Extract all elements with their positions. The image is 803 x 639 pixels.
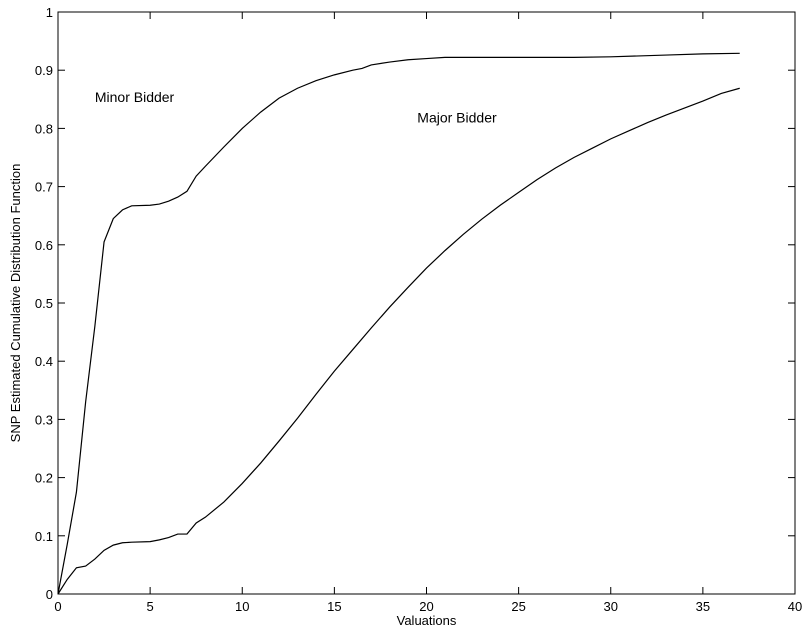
x-tick-label: 10 [235,599,249,614]
series-lines [57,52,740,595]
x-tick-label: 0 [54,599,61,614]
x-tick-label: 30 [604,599,618,614]
y-tick-label: 0.4 [35,354,53,369]
y-tick-label: 0.9 [35,63,53,78]
x-tick-label: 35 [696,599,710,614]
x-tick-label: 20 [419,599,433,614]
x-tick-label: 15 [327,599,341,614]
y-tick-label: 0 [46,587,53,602]
annotations: Minor Bidder Major Bidder [95,89,497,125]
x-tick-label: 5 [147,599,154,614]
y-tick-label: 1 [46,5,53,20]
x-tick-label: 25 [511,599,525,614]
series-line-minor-bidder [57,52,740,595]
y-tick-label: 0.8 [35,121,53,136]
y-tick-label: 0.6 [35,238,53,253]
series-line-major-bidder [57,87,740,595]
y-tick-label: 0.7 [35,180,53,195]
annotation-label-minor-bidder: Minor Bidder [95,89,175,105]
ticks: 0 5 10 15 20 25 30 35 40 0 0.1 0.2 0.3 0.4 0.5 0.6 0.7 0.… [35,5,802,614]
y-tick-label: 0.2 [35,471,53,486]
y-axis-label: SNP Estimated Cumulative Distribution Fu… [8,164,23,443]
y-tick-label: 0.1 [35,529,53,544]
x-axis-label: Valuations [397,613,457,628]
y-tick-label: 0.5 [35,296,53,311]
plot-frame [57,11,796,595]
x-tick-label: 40 [788,599,802,614]
annotation-label-major-bidder: Major Bidder [417,110,497,126]
y-tick-label: 0.3 [35,412,53,427]
